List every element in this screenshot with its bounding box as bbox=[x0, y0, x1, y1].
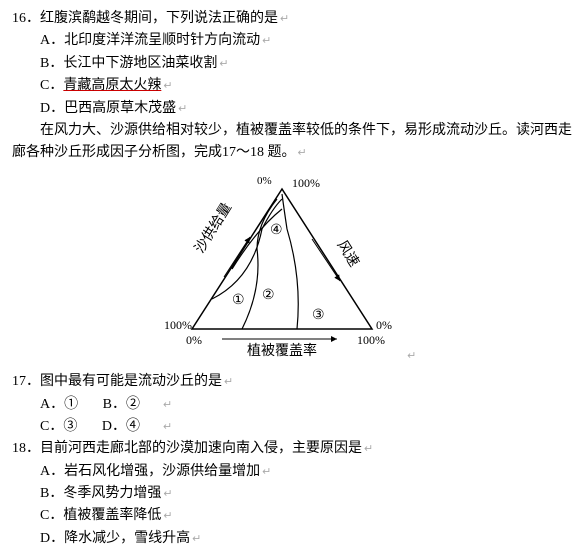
region-2-label: ② bbox=[262, 288, 275, 303]
left-axis-label: 沙供给量 bbox=[191, 200, 234, 256]
q16-opt-a: A．北印度洋洋流呈顺时针方向流动↵ bbox=[12, 30, 566, 52]
q18-opt-d-text: D．降水减少，雪线升高 bbox=[40, 531, 190, 546]
apex-top-label: 100% bbox=[292, 176, 320, 190]
apex-top-left-small: 0% bbox=[257, 175, 272, 187]
return-mark: ↵ bbox=[192, 534, 201, 546]
region-1-label: ① bbox=[232, 293, 245, 308]
q16-opt-d-text: D．巴西高原草木茂盛 bbox=[40, 101, 176, 116]
q17-stem-text: 图中最有可能是流动沙丘的是 bbox=[40, 374, 222, 389]
return-mark: ↵ bbox=[163, 422, 172, 434]
q18-opt-b-text: B．冬季风势力增强 bbox=[40, 486, 161, 501]
q17-number: 17． bbox=[12, 374, 40, 389]
left-bottom-below-label: 0% bbox=[186, 333, 202, 347]
return-mark: ↵ bbox=[298, 148, 307, 160]
return-mark: ↵ bbox=[262, 467, 271, 479]
q16-opt-c-text: 青藏高原太火辣 bbox=[63, 78, 161, 93]
region-curve-4 bbox=[232, 209, 282, 269]
return-mark: ↵ bbox=[280, 14, 289, 26]
right-bottom-below-label: 100% bbox=[357, 333, 385, 347]
q18-opt-b: B．冬季风势力增强↵ bbox=[12, 483, 566, 505]
right-bottom-label: 0% bbox=[376, 318, 392, 332]
return-mark: ↵ bbox=[262, 36, 271, 48]
q16-opt-d: D．巴西高原草木茂盛↵ bbox=[12, 98, 566, 120]
ternary-svg: ① ② ③ ④ 100% 0% 100% 0% 0% 100% 沙供给量 风速 … bbox=[162, 169, 402, 359]
return-mark: ↵ bbox=[224, 377, 233, 389]
ternary-diagram: ① ② ③ ④ 100% 0% 100% 0% 0% 100% 沙供给量 风速 … bbox=[12, 169, 566, 367]
q16-stem: 16．红腹滨鹬越冬期间，下列说法正确的是↵ bbox=[12, 8, 566, 30]
q16-number: 16． bbox=[12, 11, 40, 26]
q18-opt-a: A．岩石风化增强，沙源供给量增加↵ bbox=[12, 461, 566, 483]
return-mark: ↵ bbox=[219, 59, 228, 71]
context-line1: 在风力大、沙源供给相对较少，植被覆盖率较低的条件下，易形成流动沙丘。读河西走 bbox=[12, 120, 566, 142]
q18-stem-text: 目前河西走廊北部的沙漠加速向南入侵，主要原因是 bbox=[40, 441, 362, 456]
left-axis-arrow bbox=[224, 237, 250, 277]
q17-opt-c: C．③ bbox=[40, 419, 77, 434]
return-mark: ↵ bbox=[178, 104, 187, 116]
context-line2: 廊各种沙丘形成因子分析图，完成17～18 题。↵ bbox=[12, 142, 566, 164]
region-3-label: ③ bbox=[312, 308, 325, 323]
bottom-axis-label: 植被覆盖率 bbox=[247, 342, 317, 359]
q18-number: 18． bbox=[12, 441, 40, 456]
context-line2-text: 廊各种沙丘形成因子分析图，完成17～18 题。 bbox=[12, 145, 296, 160]
q16-opt-b: B．长江中下游地区油菜收割↵ bbox=[12, 53, 566, 75]
left-bottom-label: 100% bbox=[164, 318, 192, 332]
q16-opt-c: C．青藏高原太火辣↵ bbox=[12, 75, 566, 97]
q17-opt-a: A．① bbox=[40, 397, 78, 412]
region-curve-right bbox=[282, 194, 298, 329]
q16-stem-text: 红腹滨鹬越冬期间，下列说法正确的是 bbox=[40, 11, 278, 26]
q16-opt-c-prefix: C． bbox=[40, 78, 63, 93]
q18-opt-a-text: A．岩石风化增强，沙源供给量增加 bbox=[40, 464, 260, 479]
context-line1-text: 在风力大、沙源供给相对较少，植被覆盖率较低的条件下，易形成流动沙丘。读河西走 bbox=[40, 123, 572, 138]
q17-opts-row1: A．① B．② ↵ bbox=[12, 394, 566, 416]
right-axis-label: 风速 bbox=[333, 237, 361, 269]
return-mark: ↵ bbox=[163, 81, 172, 93]
return-mark: ↵ bbox=[364, 444, 373, 456]
q17-opt-d: D．④ bbox=[102, 419, 140, 434]
q17-opts-row2: C．③ D．④ ↵ bbox=[12, 416, 566, 438]
q16-opt-b-text: B．长江中下游地区油菜收割 bbox=[40, 56, 217, 71]
region-4-label: ④ bbox=[270, 223, 283, 238]
q18-stem: 18．目前河西走廊北部的沙漠加速向南入侵，主要原因是↵ bbox=[12, 438, 566, 460]
return-mark: ↵ bbox=[407, 351, 416, 363]
q18-opt-c-text: C．植被覆盖率降低 bbox=[40, 508, 161, 523]
q17-opt-b: B．② bbox=[103, 397, 140, 412]
q18-opt-d: D．降水减少，雪线升高↵ bbox=[12, 528, 566, 550]
q17-stem: 17．图中最有可能是流动沙丘的是↵ bbox=[12, 371, 566, 393]
q16-opt-a-text: A．北印度洋洋流呈顺时针方向流动 bbox=[40, 33, 260, 48]
return-mark: ↵ bbox=[163, 489, 172, 501]
return-mark: ↵ bbox=[163, 400, 172, 412]
q18-opt-c: C．植被覆盖率降低↵ bbox=[12, 505, 566, 527]
return-mark: ↵ bbox=[163, 511, 172, 523]
